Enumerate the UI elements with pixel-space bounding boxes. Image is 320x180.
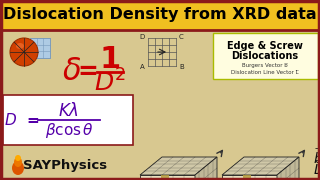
Polygon shape	[277, 157, 299, 180]
FancyBboxPatch shape	[30, 38, 50, 58]
Polygon shape	[140, 175, 195, 180]
Polygon shape	[195, 157, 217, 180]
Ellipse shape	[15, 155, 21, 161]
Text: $\vec{L}$: $\vec{L}$	[313, 160, 320, 178]
Polygon shape	[222, 175, 277, 180]
Text: Dislocation Line Vector L̅: Dislocation Line Vector L̅	[231, 69, 299, 75]
FancyBboxPatch shape	[213, 33, 318, 79]
Ellipse shape	[14, 157, 22, 167]
Circle shape	[10, 38, 38, 66]
Text: Dislocation Density from XRD data: Dislocation Density from XRD data	[3, 8, 317, 22]
Ellipse shape	[12, 161, 24, 175]
Polygon shape	[243, 175, 251, 180]
Text: B: B	[179, 64, 184, 70]
Ellipse shape	[16, 43, 24, 49]
Text: $\delta$: $\delta$	[62, 57, 82, 87]
Polygon shape	[140, 157, 217, 175]
Text: Dislocations: Dislocations	[231, 51, 299, 61]
Text: D: D	[140, 34, 145, 40]
Text: $\vec{b}$: $\vec{b}$	[313, 147, 320, 167]
Text: C: C	[179, 34, 184, 40]
FancyBboxPatch shape	[0, 0, 320, 30]
Text: A: A	[140, 64, 145, 70]
Text: Edge & Screw: Edge & Screw	[227, 41, 303, 51]
Text: Burgers Vector b̅: Burgers Vector b̅	[242, 64, 288, 69]
FancyBboxPatch shape	[3, 95, 133, 145]
Text: $K\lambda$: $K\lambda$	[59, 102, 79, 120]
Polygon shape	[161, 175, 169, 180]
Text: SAYPhysics: SAYPhysics	[23, 159, 107, 172]
FancyBboxPatch shape	[1, 30, 319, 179]
Polygon shape	[222, 157, 299, 175]
Text: 1: 1	[100, 46, 121, 75]
Text: $\beta\cos\theta$: $\beta\cos\theta$	[44, 122, 93, 141]
Text: =: =	[77, 60, 99, 84]
Text: $D$  =: $D$ =	[4, 112, 40, 128]
Text: $D^2$: $D^2$	[94, 69, 126, 97]
